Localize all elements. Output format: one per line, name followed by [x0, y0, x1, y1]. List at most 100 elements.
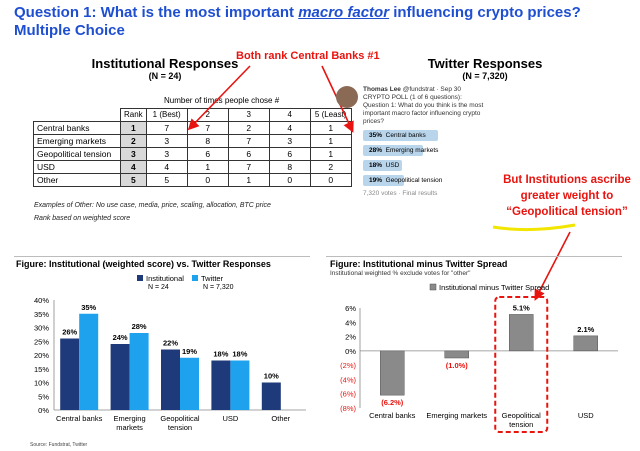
x-tick-label: markets	[116, 423, 143, 432]
data-label: 28%	[132, 322, 147, 331]
legend-label: Institutional minus Twitter Spread	[439, 283, 549, 292]
y-tick-label: 4%	[345, 318, 356, 327]
x-tick-label: USD	[578, 411, 594, 420]
twitter-n: (N = 7,320)	[462, 71, 508, 81]
callout-line: But Institutions ascribe	[503, 174, 631, 186]
callout-both-rank: Both rank Central Banks #1	[236, 50, 380, 62]
x-tick-label: Geopolitical	[160, 414, 200, 423]
legend-label: Twitter	[201, 274, 224, 283]
figure1-source: Source: Fundstrat, Twitter	[30, 442, 88, 448]
poll-label: Emerging markets	[385, 147, 439, 154]
y-tick-label: 20%	[34, 351, 49, 360]
data-label: 18%	[232, 350, 247, 359]
twitter-title: Twitter Responses	[427, 56, 543, 71]
arrow-to-institutional	[187, 65, 251, 131]
yellow-underline	[492, 223, 576, 232]
heading-prefix: Question 1: What is the most important	[14, 4, 299, 21]
institutional-table: Rank 1 (Best) 2 3 4 5 (Least) Central banks 1 7 7…	[33, 108, 352, 187]
y-tick-label: 10%	[34, 379, 49, 388]
poll-pct: 28%	[369, 147, 383, 154]
y-tick-label: (4%)	[340, 375, 356, 384]
legend-label: Institutional	[146, 274, 184, 283]
poll-option: 19% Geopolitical tension	[363, 175, 493, 186]
highlight-box	[494, 296, 549, 433]
spread-bar	[444, 350, 469, 359]
data-label: 24%	[113, 333, 128, 342]
x-tick-label: USD	[222, 414, 238, 423]
callout-line: greater weight to	[520, 190, 614, 202]
data-label: 2.1%	[577, 325, 594, 334]
y-tick-label: (6%)	[340, 390, 356, 399]
heading-emphasis: macro factor	[298, 4, 390, 21]
heading-suffix: influencing crypto prices? Multiple Choi…	[14, 4, 581, 39]
figure1-rule	[14, 256, 310, 257]
data-label: 26%	[62, 328, 77, 337]
data-label: 10%	[264, 372, 279, 381]
figure1-chart: 0% 5% 10% 15% 20% 25% 30% 35% 40% 26% 35% Central b…	[34, 274, 306, 432]
y-tick-label: (2%)	[340, 361, 356, 370]
poll-option: 18% USD	[363, 160, 493, 171]
poll-bar	[363, 130, 439, 141]
poll-votes: 7,320 votes · Final results	[363, 190, 438, 197]
x-tick-label: Central banks	[56, 414, 103, 423]
legend-sublabel: N = 7,320	[203, 284, 234, 291]
poll-option: 35% Central banks	[363, 130, 493, 141]
bar-twitter	[180, 357, 199, 410]
poll-pct: 19%	[369, 177, 383, 184]
x-tick-label: tension	[509, 420, 533, 429]
times-chosen-label: Number of times people chose #	[164, 96, 280, 105]
y-tick-label: 5%	[38, 392, 49, 401]
data-label: (1.0%)	[446, 361, 469, 370]
bar-institutional	[211, 360, 231, 410]
poll-bar	[363, 145, 424, 156]
poll-label: Geopolitical tension	[385, 177, 443, 184]
x-tick-label: tension	[168, 423, 192, 432]
row-label: Other	[33, 173, 121, 187]
bar-twitter	[230, 360, 250, 410]
x-tick-label: Emerging	[114, 414, 146, 423]
legend-swatch	[192, 275, 198, 281]
x-tick-label: Other	[271, 414, 290, 423]
y-tick-label: 15%	[34, 365, 49, 374]
y-tick-label: 25%	[34, 337, 49, 346]
y-tick-label: 30%	[34, 324, 49, 333]
bar-institutional	[60, 338, 80, 410]
data-label: 19%	[182, 347, 197, 356]
other-examples-note: Examples of Other: No use case, media, p…	[34, 202, 271, 209]
bar-institutional	[161, 349, 180, 410]
poll-label: USD	[385, 162, 400, 169]
x-tick-label: Central banks	[369, 411, 416, 420]
data-label: 5.1%	[513, 303, 530, 312]
y-tick-label: 2%	[345, 333, 356, 342]
legend-swatch	[429, 283, 437, 291]
count-cell: 1	[227, 173, 270, 187]
poll-option: 28% Emerging markets	[363, 145, 493, 156]
tweet-poll-line: CRYPTO POLL (1 of 6 questions):	[363, 94, 462, 101]
bar-twitter	[129, 333, 149, 410]
y-tick-label: (8%)	[340, 404, 356, 413]
spread-bar	[380, 350, 405, 396]
y-tick-label: 35%	[34, 310, 49, 319]
legend-swatch	[137, 275, 143, 281]
rank-note: Rank based on weighted score	[34, 215, 131, 222]
figure1-title: Figure: Institutional (weighted score) v…	[16, 259, 271, 269]
count-cell: 0	[309, 173, 352, 187]
poll-label: Central banks	[385, 132, 426, 139]
institutional-n: (N = 24)	[148, 71, 182, 81]
bar-institutional	[261, 382, 281, 410]
spread-bar	[573, 335, 598, 352]
institutional-title: Institutional Responses	[91, 56, 239, 71]
arrow-to-spread	[534, 231, 571, 301]
callout-line: “Geopolitical tension”	[506, 206, 628, 218]
table-row: Other 5 5 0 1 0 0	[33, 173, 352, 187]
figure2-subtitle: Institutional weighted % exclude votes f…	[330, 270, 471, 277]
tweet-author: Thomas Lee	[363, 86, 401, 93]
poll-pct: 18%	[369, 162, 383, 169]
bar-institutional	[110, 344, 130, 410]
x-tick-label: Emerging markets	[426, 411, 487, 420]
data-label: (6.2%)	[381, 398, 404, 407]
tweet-handle: @fundstrat · Sep 30	[402, 86, 462, 93]
data-label: 22%	[163, 339, 178, 348]
data-label: 35%	[81, 303, 96, 312]
